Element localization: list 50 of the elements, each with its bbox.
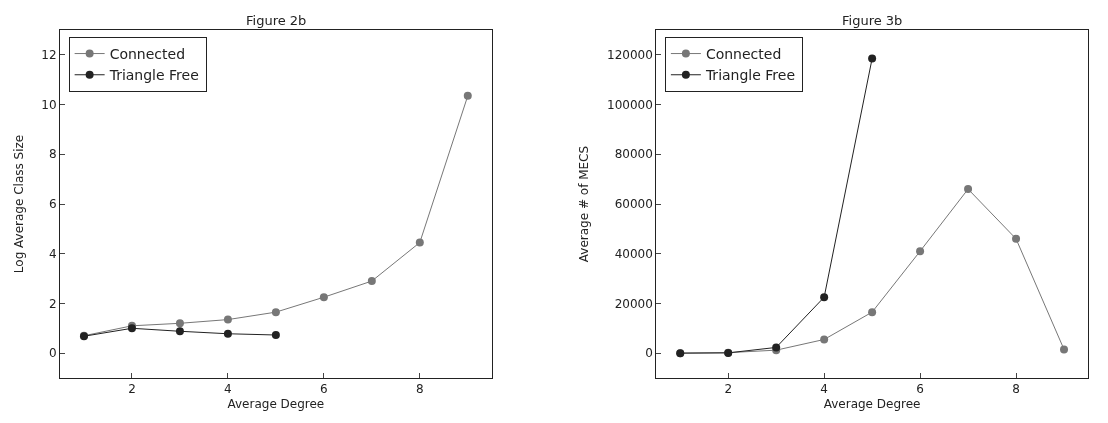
point	[175, 319, 184, 328]
y-tick-label: 6	[48, 197, 57, 212]
point	[868, 308, 877, 317]
y-tick-label: 0	[48, 346, 57, 361]
y-tick-label: 120000	[607, 48, 653, 63]
y-tick-label: 8	[48, 147, 57, 162]
y-tick-label: 60000	[614, 197, 653, 212]
y-tick-label: 20000	[614, 296, 653, 311]
y-tick-label: 0	[645, 346, 653, 361]
x-tick-label: 8	[415, 382, 424, 397]
x-tick-label: 2	[724, 382, 733, 397]
point	[367, 277, 376, 286]
point	[916, 247, 925, 256]
x-tick-label: 4	[224, 382, 232, 397]
x-tick-label: 6	[916, 382, 924, 397]
point	[175, 327, 184, 336]
x-tick-label: 8	[1012, 382, 1020, 397]
legend-label: Connected	[109, 46, 186, 63]
legend-label: Triangle Free	[108, 67, 199, 84]
point	[868, 54, 877, 63]
point	[1060, 345, 1069, 354]
y-tick-label: 100000	[607, 97, 653, 112]
point	[820, 293, 829, 302]
point	[820, 335, 829, 344]
y-axis-title: Log Average Class Size	[11, 134, 26, 274]
x-axis-title: Average Degree	[227, 397, 325, 412]
point	[964, 185, 973, 194]
legend-label: Triangle Free	[704, 67, 796, 84]
y-tick-label: 2	[48, 296, 57, 311]
point	[415, 238, 424, 247]
y-axis-title: Average # of MECS	[577, 145, 592, 263]
y-tick-label: 40000	[614, 246, 653, 261]
x-tick-label: 2	[128, 382, 136, 397]
x-tick-label: 4	[820, 382, 828, 397]
x-axis-title: Average Degree	[823, 397, 921, 412]
y-tick-label: 4	[48, 246, 57, 261]
point	[223, 329, 232, 338]
point	[1012, 234, 1021, 243]
chart-title: Figure 2b	[246, 13, 307, 28]
point	[223, 315, 232, 324]
point	[271, 308, 280, 317]
legend-label: Connected	[705, 46, 782, 63]
y-tick-label: 80000	[614, 147, 653, 162]
chart-title: Figure 3b	[842, 13, 903, 28]
point	[319, 293, 328, 302]
y-tick-label: 10	[41, 97, 57, 112]
point	[463, 91, 472, 100]
y-tick-label: 12	[41, 48, 57, 63]
point	[271, 331, 280, 339]
x-tick-label: 6	[320, 382, 328, 397]
